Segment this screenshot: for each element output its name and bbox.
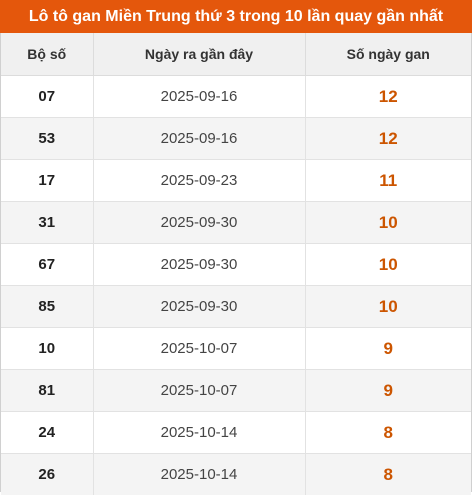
cell-gan-days: 9: [305, 370, 471, 412]
cell-number: 17: [1, 160, 93, 202]
cell-date: 2025-09-30: [93, 244, 305, 286]
cell-number: 85: [1, 286, 93, 328]
cell-gan-days: 9: [305, 328, 471, 370]
table-row: 85 2025-09-30 10: [1, 286, 471, 328]
cell-number: 07: [1, 76, 93, 118]
cell-number: 67: [1, 244, 93, 286]
table-row: 81 2025-10-07 9: [1, 370, 471, 412]
table-row: 17 2025-09-23 11: [1, 160, 471, 202]
cell-date: 2025-09-30: [93, 202, 305, 244]
cell-date: 2025-10-07: [93, 328, 305, 370]
lo-gan-table: Bộ số Ngày ra gần đây Số ngày gan 07 202…: [1, 33, 471, 495]
table-header-row: Bộ số Ngày ra gần đây Số ngày gan: [1, 33, 471, 76]
cell-gan-days: 10: [305, 286, 471, 328]
cell-date: 2025-09-16: [93, 76, 305, 118]
cell-gan-days: 11: [305, 160, 471, 202]
header-gan-days: Số ngày gan: [305, 33, 471, 76]
cell-date: 2025-09-16: [93, 118, 305, 160]
cell-date: 2025-10-14: [93, 454, 305, 495]
table-row: 07 2025-09-16 12: [1, 76, 471, 118]
cell-number: 31: [1, 202, 93, 244]
cell-gan-days: 10: [305, 202, 471, 244]
table-title: Lô tô gan Miền Trung thứ 3 trong 10 lần …: [0, 0, 472, 33]
cell-number: 81: [1, 370, 93, 412]
cell-number: 53: [1, 118, 93, 160]
cell-gan-days: 10: [305, 244, 471, 286]
cell-gan-days: 8: [305, 412, 471, 454]
table-row: 10 2025-10-07 9: [1, 328, 471, 370]
cell-number: 26: [1, 454, 93, 495]
table-row: 24 2025-10-14 8: [1, 412, 471, 454]
cell-date: 2025-09-30: [93, 286, 305, 328]
cell-number: 10: [1, 328, 93, 370]
cell-gan-days: 12: [305, 118, 471, 160]
cell-number: 24: [1, 412, 93, 454]
cell-date: 2025-10-07: [93, 370, 305, 412]
cell-gan-days: 8: [305, 454, 471, 495]
header-last-date: Ngày ra gần đây: [93, 33, 305, 76]
header-number: Bộ số: [1, 33, 93, 76]
table-row: 67 2025-09-30 10: [1, 244, 471, 286]
table-row: 26 2025-10-14 8: [1, 454, 471, 495]
table-row: 31 2025-09-30 10: [1, 202, 471, 244]
cell-date: 2025-10-14: [93, 412, 305, 454]
cell-date: 2025-09-23: [93, 160, 305, 202]
table-row: 53 2025-09-16 12: [1, 118, 471, 160]
cell-gan-days: 12: [305, 76, 471, 118]
